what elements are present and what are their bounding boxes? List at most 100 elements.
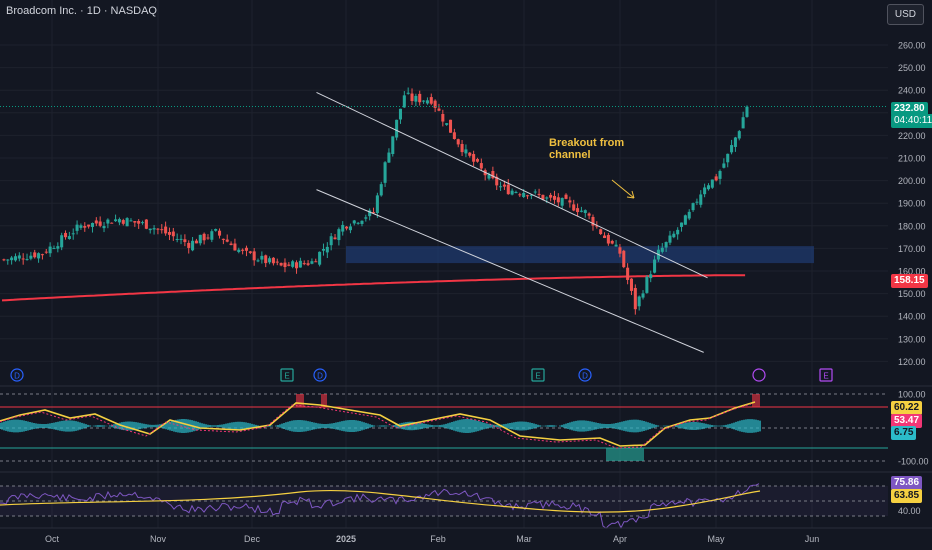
candle-body [10,257,14,261]
candle-body [560,197,564,206]
overbought-fill [752,394,760,407]
candle-body [695,201,699,203]
candle-body [379,184,383,196]
candle-body [418,93,422,103]
candle-body [549,194,553,198]
candle-body [137,220,141,224]
candle-body [722,163,726,168]
support-zone [346,246,814,264]
osc-value-1: 60.22 [891,401,923,415]
candle-body [318,251,322,265]
candle-body [626,267,630,280]
candle-body [160,229,164,231]
candle-body [129,220,133,222]
candle-body [167,232,171,235]
candle-body [537,193,541,195]
candle-body [522,192,526,198]
currency-button[interactable]: USD [886,4,924,25]
candle-body [21,258,25,260]
candle-body [40,254,44,256]
event-marker: E [280,368,294,382]
candle-body [706,185,710,190]
candle-body [526,195,530,197]
candle-body [110,222,114,224]
candle-body [591,216,595,226]
candle-body [452,132,456,140]
candle-body [87,224,91,227]
candle-body [310,261,314,264]
osc-tick-label: 100.00 [898,390,926,400]
annotation-arrow [611,179,635,199]
candle-body [60,235,64,248]
candle-body [468,152,472,156]
price-tick-label: 260.00 [898,41,926,51]
candle-body [260,255,264,260]
price-tick-label: 240.00 [898,86,926,96]
candle-body [664,242,668,248]
candle-body [637,296,641,307]
time-tick-label: 2025 [336,534,356,544]
candle-body [121,220,125,224]
candle-body [587,213,591,216]
candle-body [703,187,707,195]
candle-body [56,246,60,249]
candle-body [472,154,476,162]
candle-body [441,113,445,122]
candle-body [33,252,37,258]
candle-body [333,237,337,240]
symbol-title: Broadcom Inc. · 1D · NASDAQ [6,5,157,17]
candle-body [106,219,110,224]
candle-body [279,262,283,266]
candle-body [475,159,479,162]
candle-body [387,152,391,163]
price-tick-label: 120.00 [898,357,926,367]
bar-countdown-tag: 04:40:11 [891,114,932,128]
candle-body [364,217,368,219]
event-marker: E [819,368,833,382]
price-tick-label: 210.00 [898,154,926,164]
candle-body [672,233,676,238]
event-marker: D [578,368,592,382]
candle-body [683,215,687,225]
rsi-value-2: 63.85 [891,489,923,503]
candle-body [618,247,622,254]
candle-body [518,194,522,196]
event-marker: D [10,368,24,382]
dividend-marker-icon [578,368,592,382]
candle-body [67,236,71,239]
candle-body [2,259,6,261]
candle-body [302,263,306,265]
candle-body [510,190,514,195]
candle-body [202,233,206,241]
osc-main-line [0,401,756,447]
candle-body [460,143,464,153]
candle-body [264,255,268,264]
annotation-line-2: channel [549,149,591,161]
candle-body [556,197,560,203]
candle-body [491,170,495,179]
candle-body [117,219,121,223]
candle-body [687,211,691,219]
candle-body [414,95,418,102]
candle-body [564,194,568,199]
event-marker-label: D [582,372,588,381]
time-tick-label: Nov [150,534,167,544]
candle-body [287,264,291,266]
candle-body [730,145,734,153]
candle-body [314,261,318,263]
candle-body [306,263,310,265]
candle-body [710,179,714,188]
candle-body [529,194,533,196]
candle-body [283,262,287,268]
candle-body [275,261,279,263]
candle-body [325,246,329,253]
candle-body [341,224,345,232]
osc-value-3: 6.75 [891,426,917,440]
candle-body [114,219,118,222]
candle-body [429,97,433,104]
candle-body [75,224,79,231]
time-tick-label: Oct [45,534,60,544]
descending-channel [316,92,708,353]
rsi-ma-line [0,489,761,513]
